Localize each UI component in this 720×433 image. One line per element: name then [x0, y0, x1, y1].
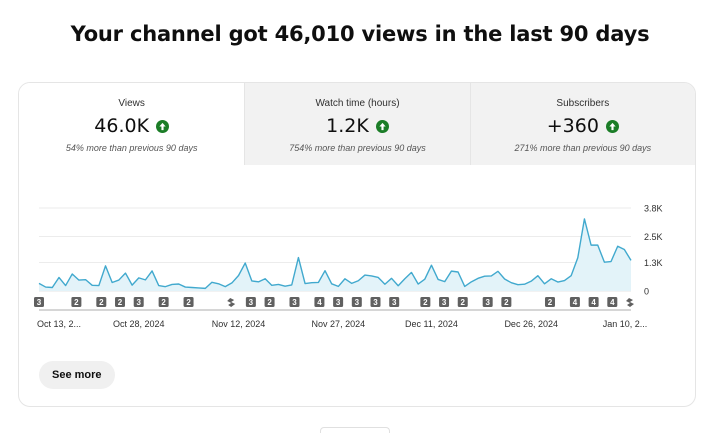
upload-marker-count: 3	[485, 298, 490, 307]
tab-views[interactable]: Views 46.0K 54% more than previous 90 da…	[19, 83, 245, 165]
y-tick-label: 3.8K	[644, 204, 663, 214]
tab-value: 46.0K	[94, 115, 150, 137]
upload-marker	[245, 297, 256, 307]
upload-marker	[115, 297, 126, 307]
upload-marker	[569, 297, 580, 307]
x-tick-label: Nov 27, 2024	[312, 319, 366, 329]
upload-marker	[439, 297, 450, 307]
upload-marker-count: 2	[74, 298, 79, 307]
page-headline: Your channel got 46,010 views in the las…	[70, 22, 650, 46]
arrow-up-icon	[605, 119, 619, 133]
x-tick-label: Dec 11, 2024	[405, 319, 458, 329]
tab-note: 54% more than previous 90 days	[65, 143, 198, 153]
tab-value: +360	[546, 115, 599, 137]
shorts-icon	[626, 298, 634, 307]
upload-marker-count: 3	[249, 298, 254, 307]
upload-marker	[34, 297, 44, 307]
tab-note: 271% more than previous 90 days	[514, 143, 652, 153]
arrow-up-icon	[156, 119, 170, 133]
upload-marker-count: 2	[504, 298, 509, 307]
tab-title: Watch time (hours)	[315, 98, 400, 109]
x-tick-label: Dec 26, 2024	[504, 319, 558, 329]
upload-marker-count: 3	[136, 298, 141, 307]
tab-note: 754% more than previous 90 days	[289, 143, 426, 153]
upload-marker	[289, 297, 300, 307]
upload-marker	[544, 297, 555, 307]
shorts-icon	[227, 298, 236, 307]
upload-marker	[183, 297, 194, 307]
upload-marker-count: 3	[292, 298, 297, 307]
upload-marker-count: 3	[392, 298, 397, 307]
chart-svg: 3.8K 2.5K 1.3K 0 3 2 2 2 3 2 2 3 2 3 4 3 3 3 3 2 3 2 3 2 2 4 4 4 Oct…	[34, 204, 663, 329]
upload-marker	[607, 297, 618, 307]
upload-marker-count: 3	[355, 298, 360, 307]
y-tick-label: 2.5K	[644, 232, 663, 242]
upload-marker-count: 2	[186, 298, 191, 307]
analytics-card: Views 46.0K 54% more than previous 90 da…	[18, 82, 696, 407]
upload-marker	[351, 297, 362, 307]
upload-marker	[333, 297, 344, 307]
tab-title: Subscribers	[556, 98, 610, 109]
upload-marker	[588, 297, 599, 307]
upload-marker-count: 2	[99, 298, 104, 307]
upload-marker-count: 2	[461, 298, 466, 307]
arrow-up-icon	[375, 119, 389, 133]
y-tick-label: 0	[644, 287, 649, 297]
upload-marker	[158, 297, 169, 307]
upload-marker-count: 3	[373, 298, 378, 307]
views-chart[interactable]: 3.8K 2.5K 1.3K 0 3 2 2 2 3 2 2 3 2 3 4 3 3 3 3 2 3 2 3 2 2 4 4 4 Oct…	[19, 165, 695, 335]
area-fill	[39, 218, 631, 291]
upload-marker-count: 3	[442, 298, 447, 307]
upload-marker	[482, 297, 493, 307]
series-line	[38, 218, 632, 290]
upload-marker-count: 2	[423, 298, 428, 307]
upload-marker	[264, 297, 275, 307]
upload-marker-count: 2	[267, 298, 272, 307]
x-tick-label: Oct 13, 2...	[37, 319, 81, 329]
upload-marker-count: 4	[610, 298, 615, 307]
upload-marker	[71, 297, 82, 307]
upload-marker	[501, 297, 512, 307]
upload-marker	[457, 297, 468, 307]
x-tick-label: Oct 28, 2024	[113, 319, 165, 329]
upload-marker	[133, 297, 144, 307]
upload-marker-count: 3	[37, 298, 42, 307]
x-tick-label: Jan 10, 2...	[603, 319, 648, 329]
upload-marker-count: 4	[317, 298, 322, 307]
upload-marker-count: 2	[548, 298, 553, 307]
upload-marker	[96, 297, 107, 307]
tab-watch-time[interactable]: Watch time (hours) 1.2K 754% more than p…	[244, 83, 470, 165]
upload-marker	[370, 297, 381, 307]
upload-marker	[314, 297, 325, 307]
bottom-tab-stub	[320, 427, 390, 433]
x-tick-label: Nov 12, 2024	[212, 319, 266, 329]
tab-value: 1.2K	[326, 115, 369, 137]
upload-marker-count: 2	[161, 298, 166, 307]
upload-marker-count: 2	[118, 298, 123, 307]
y-tick-label: 1.3K	[644, 258, 663, 268]
upload-marker-count: 3	[336, 298, 341, 307]
upload-marker	[420, 297, 431, 307]
upload-marker-count: 4	[573, 298, 578, 307]
see-more-button[interactable]: See more	[39, 361, 115, 389]
metric-tabs: Views 46.0K 54% more than previous 90 da…	[19, 83, 695, 165]
tab-subscribers[interactable]: Subscribers +360 271% more than previous…	[469, 83, 695, 165]
tab-title: Views	[118, 98, 145, 109]
upload-marker	[389, 297, 400, 307]
upload-marker-count: 4	[591, 298, 596, 307]
